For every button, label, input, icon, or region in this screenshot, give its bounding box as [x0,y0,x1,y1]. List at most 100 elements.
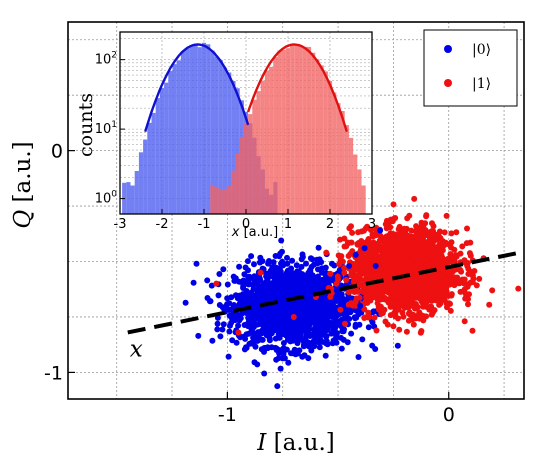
scatter-point-state-1 [411,303,418,310]
scatter-point-state-1 [402,292,409,299]
histogram-bar-state-1 [294,44,299,215]
scatter-point-state-1 [412,278,419,285]
histogram-bar-state-0 [155,98,160,214]
scatter-point-state-0 [280,350,287,357]
scatter-point-state-1 [437,273,444,280]
main-y-tick-label: 0 [51,141,63,163]
scatter-point-state-1 [396,326,403,333]
scatter-point-state-0 [245,323,252,330]
scatter-point-state-1 [385,232,392,239]
scatter-point-state-0 [284,260,291,267]
scatter-point-state-1 [412,294,419,301]
scatter-point-state-0 [297,335,304,342]
scatter-point-state-1 [442,239,449,246]
scatter-point-state-1 [392,311,399,317]
scatter-point-state-0 [261,345,268,352]
scatter-point-state-0 [226,328,233,335]
scatter-point-state-0 [285,359,292,366]
scatter-point-state-0 [284,254,290,261]
scatter-point-state-0 [309,340,315,347]
scatter-point-state-1 [453,252,459,259]
scatter-point-state-1 [400,237,406,244]
histogram-bar-state-1 [323,71,328,215]
scatter-point-state-0 [240,291,246,298]
scatter-point-state-0 [359,336,366,343]
scatter-point-state-0 [219,326,226,333]
scatter-point-state-0 [220,266,227,273]
scatter-point-state-0 [357,302,364,309]
scatter-point-state-1 [418,234,425,241]
scatter-point-state-0 [276,305,283,312]
scatter-point-state-1 [405,232,412,239]
scatter-point-state-0 [326,302,333,309]
scatter-point-state-1 [420,317,427,324]
scatter-point-state-1 [407,268,414,274]
scatter-point-state-0 [182,299,189,306]
scatter-point-state-1 [335,276,342,283]
scatter-point-state-0 [266,337,273,344]
scatter-point-state-0 [330,337,337,344]
histogram-bar-state-1 [218,189,223,214]
scatter-point-state-1 [432,254,439,261]
scatter-point-state-0 [282,309,289,316]
main-y-tick-label: -1 [44,362,63,384]
scatter-point-state-0 [248,339,255,346]
scatter-point-state-0 [291,290,298,297]
scatter-point-state-1 [388,250,395,257]
scatter-point-state-0 [236,263,243,270]
scatter-point-state-1 [384,321,391,328]
scatter-point-state-1 [469,272,476,279]
scatter-point-state-1 [341,269,348,276]
scatter-point-state-1 [439,262,446,269]
scatter-point-state-0 [274,312,281,319]
scatter-point-state-1 [413,231,420,238]
scatter-point-state-0 [190,279,197,286]
scatter-point-state-0 [250,324,257,330]
histogram-bar-state-1 [256,91,261,214]
scatter-point-state-0 [236,296,243,302]
scatter-point-state-0 [214,326,221,333]
scatter-point-state-1 [399,309,406,316]
histogram-bar-state-1 [210,184,215,214]
scatter-point-state-1 [381,272,388,279]
scatter-point-state-1 [423,256,430,263]
histogram-bar-state-1 [214,186,219,214]
scatter-point-state-1 [408,227,415,234]
scatter-point-state-0 [321,277,328,284]
scatter-point-state-0 [285,287,292,294]
histogram-bar-state-0 [222,67,228,214]
scatter-point-state-0 [283,282,290,289]
inset-bars [122,42,366,215]
histogram-bar-state-0 [176,60,181,214]
inset-x-tick-label: 3 [368,217,376,232]
scatter-point-state-0 [316,344,323,351]
histogram-bar-state-1 [269,67,274,214]
inset-y-axis-label: counts [75,93,97,157]
scatter-point-state-0 [352,307,359,314]
scatter-point-state-1 [257,269,264,276]
histogram-bar-state-1 [281,49,286,214]
scatter-point-state-1 [436,278,443,285]
scatter-point-state-1 [444,304,450,311]
scatter-point-state-0 [239,279,246,286]
scatter-point-state-1 [431,286,438,293]
scatter-point-state-1 [428,275,435,282]
scatter-point-state-0 [328,321,335,328]
inset-x-tick-label: -3 [114,217,127,232]
histogram-bar-state-1 [239,137,244,214]
scatter-point-state-1 [327,270,334,277]
scatter-point-state-1 [447,276,454,283]
scatter-point-state-1 [462,290,469,297]
scatter-point-state-0 [299,251,306,258]
scatter-point-state-1 [353,266,360,273]
histogram-bar-state-1 [273,57,278,214]
scatter-point-state-1 [443,212,450,219]
scatter-point-state-1 [395,238,402,245]
scatter-point-state-1 [422,303,429,310]
scatter-point-state-0 [280,345,287,352]
inset-ticks: -3 -2 -1 0 1 2 3 100 101 102 [95,51,376,232]
histogram-bar-state-0 [185,48,190,214]
scatter-point-state-0 [232,277,239,284]
histogram-bar-state-1 [348,137,354,214]
scatter-point-state-0 [233,339,240,346]
